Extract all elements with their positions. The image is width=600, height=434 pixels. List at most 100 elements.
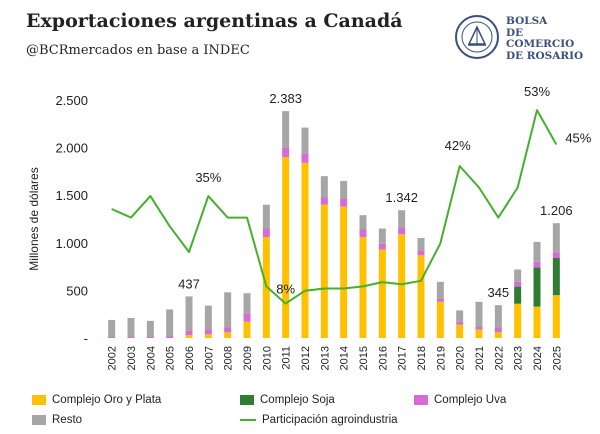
bar-segment-resto	[320, 176, 328, 198]
x-tick-label: 2006	[184, 346, 196, 370]
bar-segment-oro	[301, 162, 309, 338]
x-tick-label: 2011	[281, 346, 293, 370]
legend-resto: Resto	[32, 414, 82, 426]
x-tick-label: 2012	[300, 346, 312, 370]
chart-subtitle: @BCRmercados en base a INDEC	[26, 43, 250, 58]
bar-segment-soja	[514, 286, 522, 304]
bar-total-label: 345	[487, 285, 509, 300]
bar-segment-uva	[533, 261, 541, 268]
bar-segment-uva	[108, 337, 116, 338]
bar-segment-oro	[185, 335, 193, 338]
x-tick-label: 2004	[145, 346, 157, 370]
bar-segment-uva	[417, 250, 425, 256]
legend-swatch-oro	[32, 395, 46, 405]
x-tick-label: 2022	[493, 346, 505, 370]
legend-soja: Complejo Soja	[240, 394, 335, 406]
bar-segment-oro	[378, 249, 386, 338]
line-percent-label: 53%	[524, 84, 550, 99]
bar-segment-resto	[436, 281, 444, 299]
y-tick-label: 1.500	[55, 188, 88, 203]
legend-line: Participación agroindustria	[240, 414, 398, 426]
y-tick-label: -	[84, 331, 88, 346]
bar-segment-oro	[494, 332, 502, 338]
bar-segment-oro	[224, 332, 232, 338]
bar-segment-resto	[301, 127, 309, 154]
logo-line-1: BOLSA	[506, 15, 548, 27]
bar-segment-uva	[436, 298, 444, 302]
x-tick-label: 2023	[513, 346, 525, 370]
bar-segment-resto	[533, 241, 541, 262]
x-tick-label: 2005	[165, 346, 177, 370]
legend-label-resto: Resto	[52, 414, 83, 426]
line-percent-label: 35%	[195, 170, 221, 185]
bar-segment-uva	[243, 313, 251, 322]
bar-segment-oro	[436, 301, 444, 338]
bar-segment-resto	[166, 309, 174, 337]
x-tick-label: 2002	[107, 346, 119, 370]
bar-total-label: 2.383	[269, 91, 302, 106]
bar-total-label: 437	[178, 276, 200, 291]
bar-segment-uva	[224, 327, 232, 333]
bar-segment-soja	[552, 258, 560, 296]
bar-segment-oro	[282, 157, 290, 338]
x-tick-label: 2019	[435, 346, 447, 370]
bar-segment-uva	[359, 229, 367, 238]
y-tick-label: 2.500	[55, 93, 88, 108]
legend-swatch-line	[240, 419, 256, 421]
bar-segment-uva	[185, 330, 193, 336]
legend-label-soja: Complejo Soja	[260, 394, 335, 406]
x-tick-label: 2008	[223, 346, 235, 370]
bcr-logo-text: BOLSA DE COMERCIO DE ROSARIO	[506, 15, 590, 62]
bar-segment-oro	[243, 321, 251, 338]
line-percent-label: 8%	[276, 282, 295, 297]
bar-segment-resto	[398, 210, 406, 228]
bar-segment-uva	[127, 337, 135, 338]
bar-total-label: 1.342	[385, 190, 418, 205]
bar-segment-uva	[320, 197, 328, 205]
bar-segment-uva	[282, 147, 290, 158]
participation-line	[111, 109, 558, 305]
x-tick-label: 2016	[377, 346, 389, 370]
bar-segment-resto	[262, 204, 270, 229]
bar-segment-uva	[301, 153, 309, 163]
chart-title: Exportaciones argentinas a Canadá	[26, 10, 403, 32]
bar-segment-uva	[552, 252, 560, 259]
bar-segment-resto	[204, 305, 212, 330]
bar-total-label: 1.206	[540, 203, 573, 218]
line-percent-label: 45%	[565, 131, 591, 146]
bar-segment-uva	[494, 327, 502, 333]
bcr-seal-icon	[455, 15, 499, 59]
bar-segment-uva	[166, 336, 174, 338]
bar-segment-oro	[533, 306, 541, 338]
x-tick-label: 2009	[242, 346, 254, 370]
legend-oro: Complejo Oro y Plata	[32, 394, 161, 406]
logo-line-3: DE ROSARIO	[506, 49, 584, 62]
bar-segment-resto	[494, 305, 502, 328]
bar-segment-oro	[456, 324, 464, 338]
bar-segment-uva	[340, 199, 348, 207]
x-tick-label: 2007	[203, 346, 215, 370]
bar-segment-resto	[146, 320, 154, 338]
bar-segment-oro	[398, 234, 406, 338]
bar-segment-uva	[262, 228, 270, 238]
x-tick-label: 2014	[339, 346, 351, 370]
y-tick-label: 1.000	[55, 236, 88, 251]
x-tick-label: 2018	[416, 346, 428, 370]
bar-segment-resto	[456, 310, 464, 322]
bar-segment-resto	[417, 238, 425, 251]
bar-segment-resto	[185, 296, 193, 331]
bar-segment-resto	[282, 111, 290, 148]
logo-line-2: DE COMERCIO	[506, 26, 575, 50]
legend-swatch-resto	[32, 415, 46, 425]
bar-segment-resto	[340, 180, 348, 200]
bar-segment-resto	[475, 301, 483, 327]
bar-segment-resto	[108, 319, 116, 338]
x-tick-label: 2003	[126, 346, 138, 370]
bar-segment-oro	[514, 303, 522, 338]
legend-label-line: Participación agroindustria	[262, 414, 398, 426]
x-tick-label: 2017	[397, 346, 409, 370]
x-tick-label: 2021	[474, 346, 486, 370]
line-percent-label: 42%	[445, 138, 471, 153]
bcr-logo: BOLSA DE COMERCIO DE ROSARIO	[454, 14, 590, 62]
